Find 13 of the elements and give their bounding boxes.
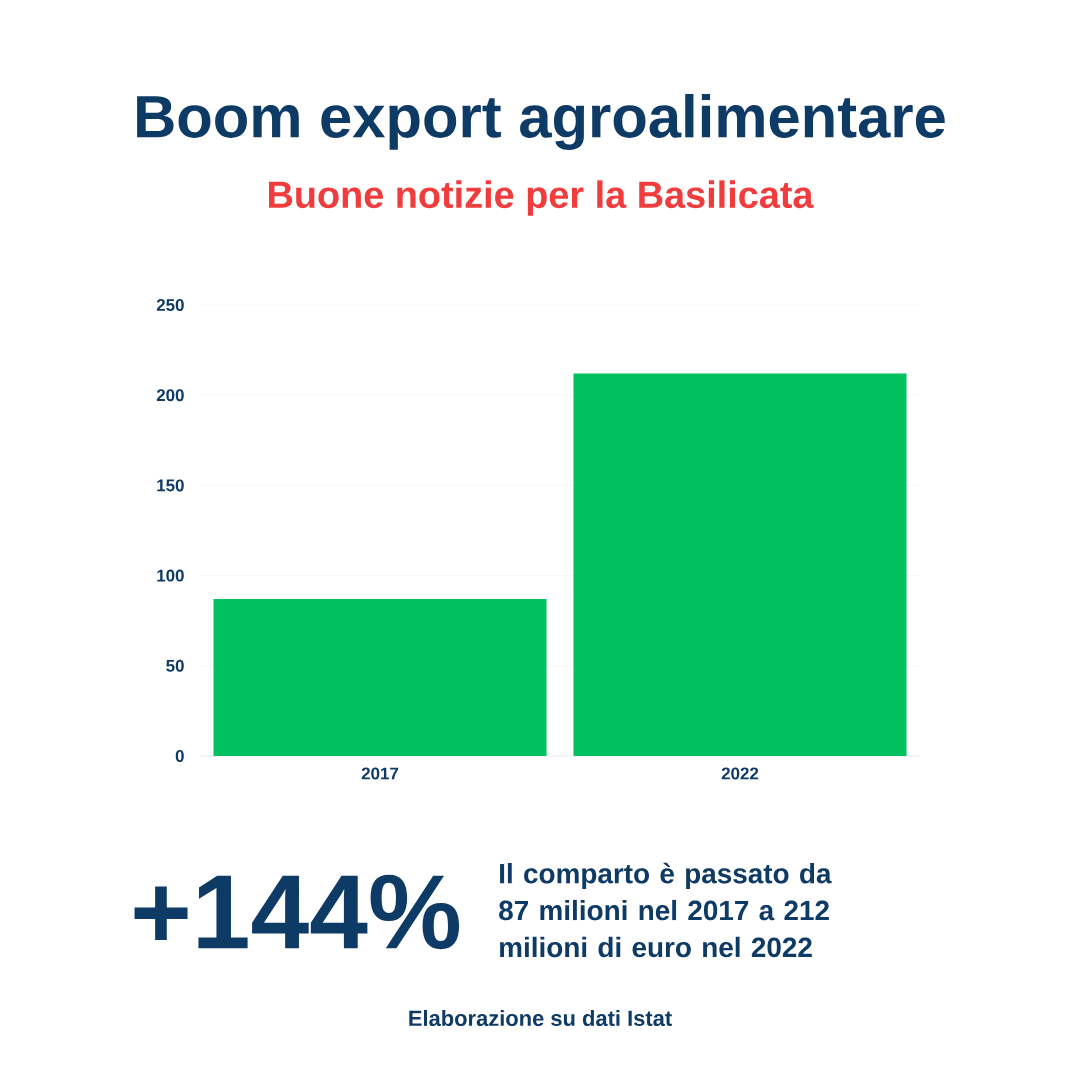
chart-title: Boom export agroalimentare [137, 94, 945, 150]
y-tick-label: 200 [156, 389, 184, 402]
y-tick-label: 0 [175, 750, 184, 762]
y-tick-label: 150 [157, 479, 184, 492]
y-tick-label: 50 [166, 659, 184, 672]
x-tick-label: 2022 [721, 767, 759, 780]
x-tick-label: 2017 [361, 767, 399, 780]
y-tick-label: 250 [156, 298, 184, 311]
y-tick-label: 100 [157, 569, 184, 582]
text: Il comparto è passato da 87 milioni nel 2017 a 212 milioni di euro nel 2022 [499, 862, 832, 958]
text: Elaborazione su dati Istat [409, 1009, 672, 1027]
chart-subtitle: Buone notizie per la Basilicata [269, 180, 814, 216]
text: +144% [134, 874, 460, 950]
